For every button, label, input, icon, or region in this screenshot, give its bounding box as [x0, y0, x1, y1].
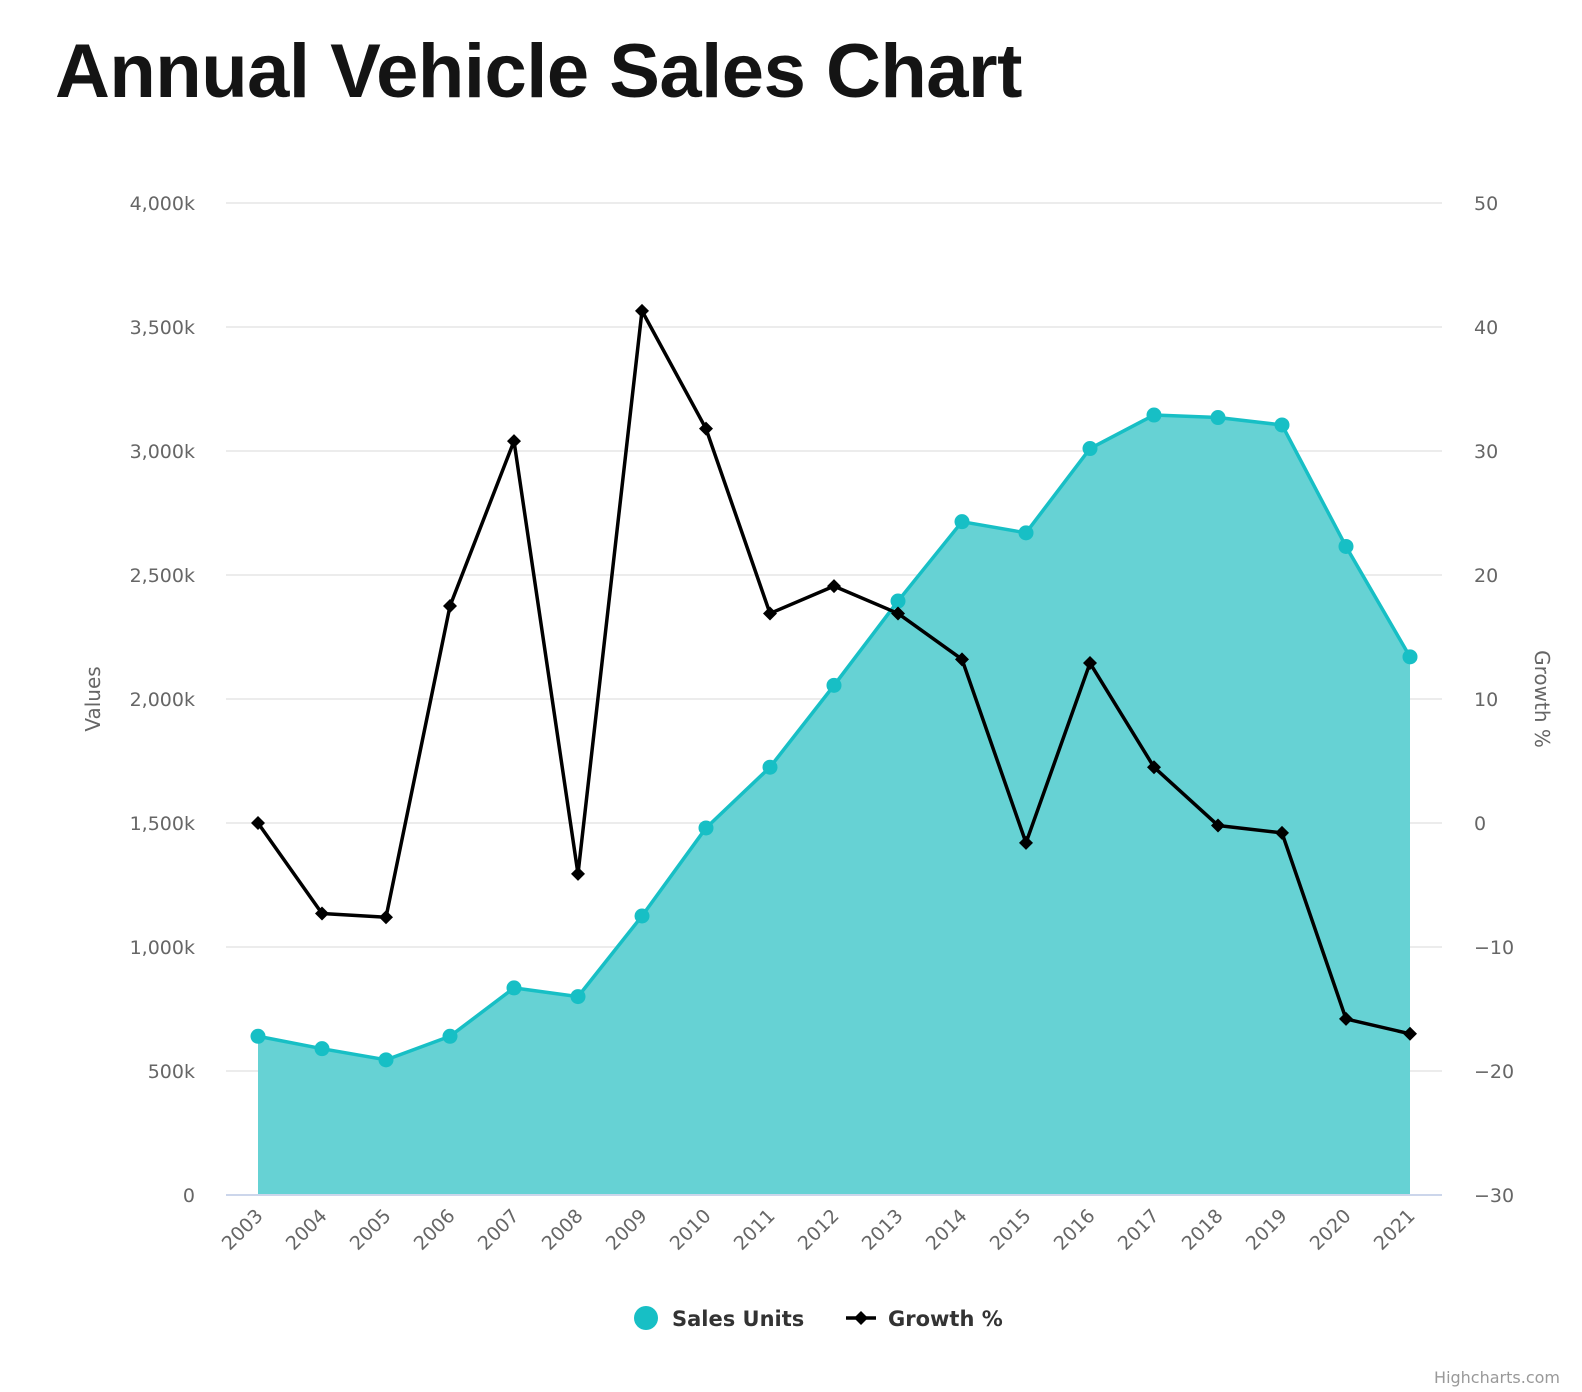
legend-label-growth: Growth %	[888, 1307, 1003, 1331]
y-left-tick-label: 3,000k	[130, 441, 195, 463]
sales-units-point[interactable]	[314, 1041, 330, 1057]
x-tick-label: 2009	[602, 1205, 652, 1255]
plot-area	[250, 303, 1418, 1195]
growth-point[interactable]	[1403, 1026, 1417, 1041]
growth-point[interactable]	[315, 906, 329, 921]
y-left-axis-title: Values	[81, 666, 105, 731]
growth-point[interactable]	[1211, 818, 1225, 833]
growth-point[interactable]	[891, 606, 905, 621]
y-right-tick-label: 30	[1474, 441, 1498, 463]
credits-label[interactable]: Highcharts.com	[1434, 1368, 1560, 1387]
growth-point[interactable]	[699, 421, 713, 436]
sales-units-point[interactable]	[1146, 407, 1162, 423]
sales-units-area	[258, 415, 1410, 1195]
growth-point[interactable]	[1339, 1011, 1353, 1026]
legend[interactable]: Sales Units Growth %	[634, 1306, 1003, 1331]
y-left-tick-label: 4,000k	[130, 193, 195, 215]
legend-item-sales-units[interactable]: Sales Units	[634, 1306, 804, 1331]
sales-units-point[interactable]	[954, 514, 970, 530]
x-tick-label: 2007	[474, 1205, 524, 1255]
growth-point[interactable]	[443, 599, 457, 613]
y-left-tick-label: 2,500k	[130, 565, 195, 587]
sales-units-point[interactable]	[890, 593, 906, 609]
sales-units-point[interactable]	[570, 989, 586, 1005]
y-left-tick-label: 3,500k	[130, 317, 195, 339]
y-left-tick-label: 1,500k	[130, 813, 195, 835]
x-tick-label: 2010	[666, 1205, 716, 1255]
y-left-tick-label: 1,000k	[130, 937, 195, 959]
y-right-tick-label: −30	[1474, 1185, 1514, 1207]
y-right-tick-label: 50	[1474, 193, 1498, 215]
x-tick-label: 2004	[282, 1205, 332, 1255]
growth-point[interactable]	[827, 579, 841, 594]
growth-point[interactable]	[1019, 835, 1033, 850]
growth-point[interactable]	[763, 606, 777, 621]
y-right-tick-label: −20	[1474, 1061, 1514, 1083]
sales-units-point[interactable]	[250, 1028, 266, 1044]
y-right-tick-label: 0	[1474, 813, 1486, 835]
legend-symbol-growth-diamond	[854, 1311, 868, 1325]
growth-point[interactable]	[1147, 760, 1161, 775]
x-tick-label: 2011	[730, 1205, 780, 1255]
growth-point[interactable]	[507, 434, 521, 449]
x-tick-label: 2012	[794, 1205, 844, 1255]
sales-units-point[interactable]	[1274, 417, 1290, 433]
y-right-axis-title: Growth %	[1530, 650, 1554, 748]
sales-units-point[interactable]	[1338, 538, 1354, 554]
growth-point[interactable]	[955, 652, 969, 667]
growth-point[interactable]	[379, 910, 393, 925]
x-tick-label: 2017	[1114, 1205, 1164, 1255]
sales-units-point[interactable]	[634, 908, 650, 924]
y-right-tick-label: 40	[1474, 317, 1498, 339]
growth-point[interactable]	[251, 816, 265, 830]
growth-point[interactable]	[1275, 825, 1289, 840]
legend-symbol-sales-units	[634, 1306, 658, 1330]
growth-point[interactable]	[571, 866, 585, 881]
sales-units-point[interactable]	[1082, 441, 1098, 457]
legend-label-sales-units: Sales Units	[672, 1307, 804, 1331]
sales-units-point[interactable]	[698, 820, 714, 836]
x-tick-label: 2020	[1306, 1205, 1356, 1255]
x-tick-label: 2006	[410, 1205, 460, 1255]
sales-units-point[interactable]	[442, 1028, 458, 1044]
x-tick-label: 2003	[218, 1205, 268, 1255]
sales-units-point[interactable]	[378, 1052, 394, 1068]
y-left-tick-label: 0	[183, 1185, 195, 1207]
sales-units-point[interactable]	[762, 759, 778, 775]
y-left-tick-label: 2,000k	[130, 689, 195, 711]
x-tick-label: 2021	[1370, 1205, 1420, 1255]
growth-point[interactable]	[1083, 656, 1097, 671]
growth-point[interactable]	[635, 303, 649, 318]
y-right-tick-label: −10	[1474, 937, 1514, 959]
y-right-tick-label: 20	[1474, 565, 1498, 587]
page-title: Annual Vehicle Sales Chart	[55, 29, 1022, 114]
x-tick-label: 2014	[922, 1205, 972, 1255]
sales-units-point[interactable]	[1018, 525, 1034, 541]
x-tick-label: 2018	[1178, 1205, 1228, 1255]
sales-units-point[interactable]	[826, 677, 842, 693]
legend-item-growth[interactable]: Growth %	[846, 1307, 1003, 1331]
sales-units-point[interactable]	[1210, 410, 1226, 426]
sales-units-point[interactable]	[1402, 649, 1418, 665]
y-left-tick-label: 500k	[148, 1061, 195, 1083]
y-right-tick-label: 10	[1474, 689, 1498, 711]
x-tick-label: 2016	[1050, 1205, 1100, 1255]
x-tick-label: 2019	[1242, 1205, 1292, 1255]
sales-units-point[interactable]	[506, 980, 522, 996]
x-tick-label: 2008	[538, 1205, 588, 1255]
x-tick-label: 2015	[986, 1205, 1036, 1255]
x-tick-label: 2005	[346, 1205, 396, 1255]
x-tick-label: 2013	[858, 1205, 908, 1255]
